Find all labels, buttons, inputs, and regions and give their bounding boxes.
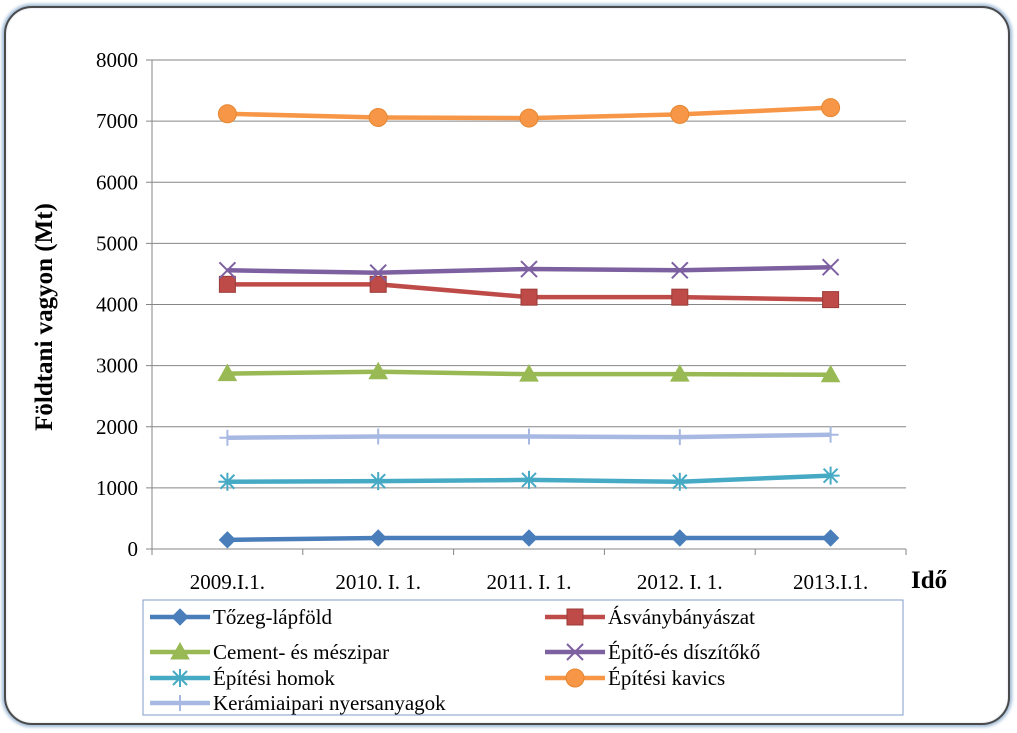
data-point — [520, 109, 538, 127]
data-point — [521, 429, 537, 445]
series-1 — [219, 276, 838, 307]
y-tick-label: 3000 — [96, 354, 138, 378]
legend-label: Építési kavics — [608, 666, 725, 690]
data-point — [822, 99, 840, 117]
legend-item: Ásványbányászat — [545, 605, 755, 629]
x-axis-label: Idő — [911, 567, 947, 594]
data-point — [370, 530, 386, 546]
y-tick-label: 6000 — [96, 170, 138, 194]
legend: Tőzeg-lápföld Ásványbányászat Cement- és m… — [143, 600, 903, 715]
data-point — [672, 530, 688, 546]
legend-label: Ásványbányászat — [608, 605, 755, 629]
data-point — [219, 430, 235, 446]
data-point — [369, 108, 387, 126]
y-tick-label: 5000 — [96, 231, 138, 255]
x-tick-label: 2013.I.1. — [793, 570, 868, 594]
data-point — [521, 289, 537, 305]
data-point — [823, 427, 839, 443]
data-point — [822, 467, 840, 485]
data-point — [219, 276, 235, 292]
legend-label: Építő-és díszítőkő — [608, 640, 760, 664]
data-point — [672, 429, 688, 445]
x-axis-ticks: 2009.I.1. 2010. I. 1. 2011. I. 1. 2012. I. … — [152, 549, 906, 594]
series-group — [218, 99, 839, 548]
y-tick-label: 1000 — [96, 476, 138, 500]
y-tick-label: 8000 — [96, 48, 138, 72]
series-4 — [218, 467, 839, 491]
x-tick-label: 2010. I. 1. — [335, 570, 421, 594]
data-point — [521, 530, 537, 546]
data-point — [671, 105, 689, 123]
data-point — [823, 530, 839, 546]
y-tick-label: 4000 — [96, 293, 138, 317]
data-point — [218, 105, 236, 123]
x-tick-label: 2009.I.1. — [190, 570, 265, 594]
data-point — [370, 429, 386, 445]
legend-label: Cement- és mészipar — [213, 640, 389, 664]
data-point — [823, 292, 839, 308]
data-point — [369, 472, 387, 490]
y-tick-label: 2000 — [96, 415, 138, 439]
data-point — [672, 289, 688, 305]
y-axis-ticks: 0 1000 2000 3000 4000 5000 6000 7000 8000 — [96, 48, 152, 561]
legend-swatch-marker — [171, 669, 189, 687]
series-5 — [218, 99, 839, 127]
legend-swatch-marker — [567, 609, 583, 625]
legend-label: Tőzeg-lápföld — [213, 605, 332, 629]
x-tick-label: 2011. I. 1. — [487, 570, 572, 594]
series-6 — [219, 427, 838, 446]
data-point — [218, 473, 236, 491]
data-point — [671, 473, 689, 491]
legend-label: Kerámiaipari nyersanyagok — [213, 691, 446, 715]
series-0 — [219, 530, 838, 548]
y-tick-label: 0 — [128, 537, 139, 561]
data-point — [520, 471, 538, 489]
y-axis-label: Földtani vagyon (Mt) — [31, 203, 58, 431]
legend-label: Építési homok — [213, 666, 335, 690]
legend-swatch-marker — [566, 669, 584, 687]
x-tick-label: 2012. I. 1. — [637, 570, 723, 594]
data-point — [219, 532, 235, 548]
series-3 — [219, 259, 838, 281]
y-tick-label: 7000 — [96, 109, 138, 133]
legend-item: Építési kavics — [545, 666, 725, 690]
